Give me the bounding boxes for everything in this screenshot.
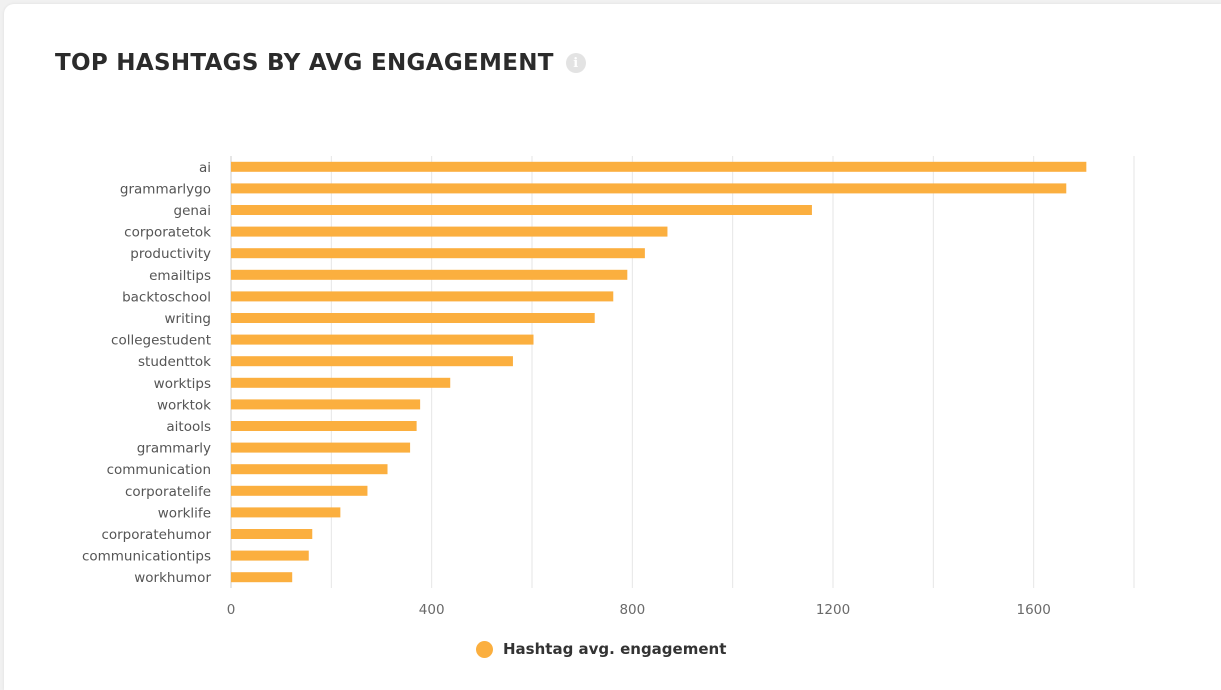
- category-label: worktips: [154, 376, 211, 392]
- category-label: corporatelife: [125, 484, 211, 500]
- x-tick-label: 400: [419, 602, 445, 618]
- category-label: aitools: [166, 419, 211, 435]
- bar-grammarlygo: [231, 183, 1067, 194]
- bar-collegestudent: [231, 334, 534, 345]
- category-label: communication: [107, 462, 211, 478]
- category-label: backtoschool: [122, 289, 211, 305]
- bar-worklife: [231, 507, 341, 518]
- category-label: emailtips: [149, 268, 211, 284]
- chart-card: TOP HASHTAGS BY AVG ENGAGEMENT i: [4, 4, 1221, 690]
- bar-backtoschool: [231, 291, 614, 302]
- category-label: worktok: [157, 397, 211, 413]
- x-tick-label: 1200: [816, 602, 850, 618]
- bar-writing: [231, 313, 595, 323]
- bar-communication: [231, 464, 388, 475]
- bar-aitools: [231, 421, 417, 431]
- category-label: productivity: [130, 246, 211, 262]
- bar-productivity: [231, 248, 645, 259]
- category-label: corporatetok: [124, 225, 211, 241]
- title-row: TOP HASHTAGS BY AVG ENGAGEMENT i: [55, 50, 586, 76]
- category-label: studenttok: [138, 354, 211, 370]
- bar-emailtips: [231, 269, 628, 280]
- category-label: grammarlygo: [120, 181, 211, 197]
- x-tick-label: 800: [619, 602, 645, 618]
- bar-communicationtips: [231, 550, 309, 561]
- x-tick-label: 1600: [1016, 602, 1050, 618]
- legend-label: Hashtag avg. engagement: [503, 640, 727, 658]
- legend[interactable]: Hashtag avg. engagement: [476, 640, 726, 658]
- category-label: ai: [199, 160, 211, 176]
- legend-dot-icon: [476, 640, 493, 658]
- category-label: workhumor: [134, 570, 211, 586]
- category-label: writing: [164, 311, 211, 327]
- bar-genai: [231, 205, 812, 215]
- bar-grammarly: [231, 442, 411, 453]
- category-label: communicationtips: [82, 549, 211, 565]
- bar-studenttok: [231, 356, 513, 367]
- info-icon[interactable]: i: [565, 53, 586, 73]
- x-tick-label: 0: [227, 602, 236, 618]
- category-label: grammarly: [137, 441, 211, 457]
- bar-corporatelife: [231, 485, 368, 496]
- category-label: genai: [174, 203, 211, 219]
- bar-worktips: [231, 377, 451, 388]
- category-label: collegestudent: [111, 333, 211, 349]
- chart-title: TOP HASHTAGS BY AVG ENGAGEMENT: [55, 50, 554, 76]
- bar-ai: [231, 161, 1087, 172]
- bar-workhumor: [231, 572, 293, 583]
- bar-corporatetok: [231, 226, 668, 237]
- bar-corporatehumor: [231, 529, 313, 539]
- bar-worktok: [231, 399, 421, 410]
- category-label: corporatehumor: [101, 527, 211, 543]
- category-label: worklife: [158, 505, 211, 521]
